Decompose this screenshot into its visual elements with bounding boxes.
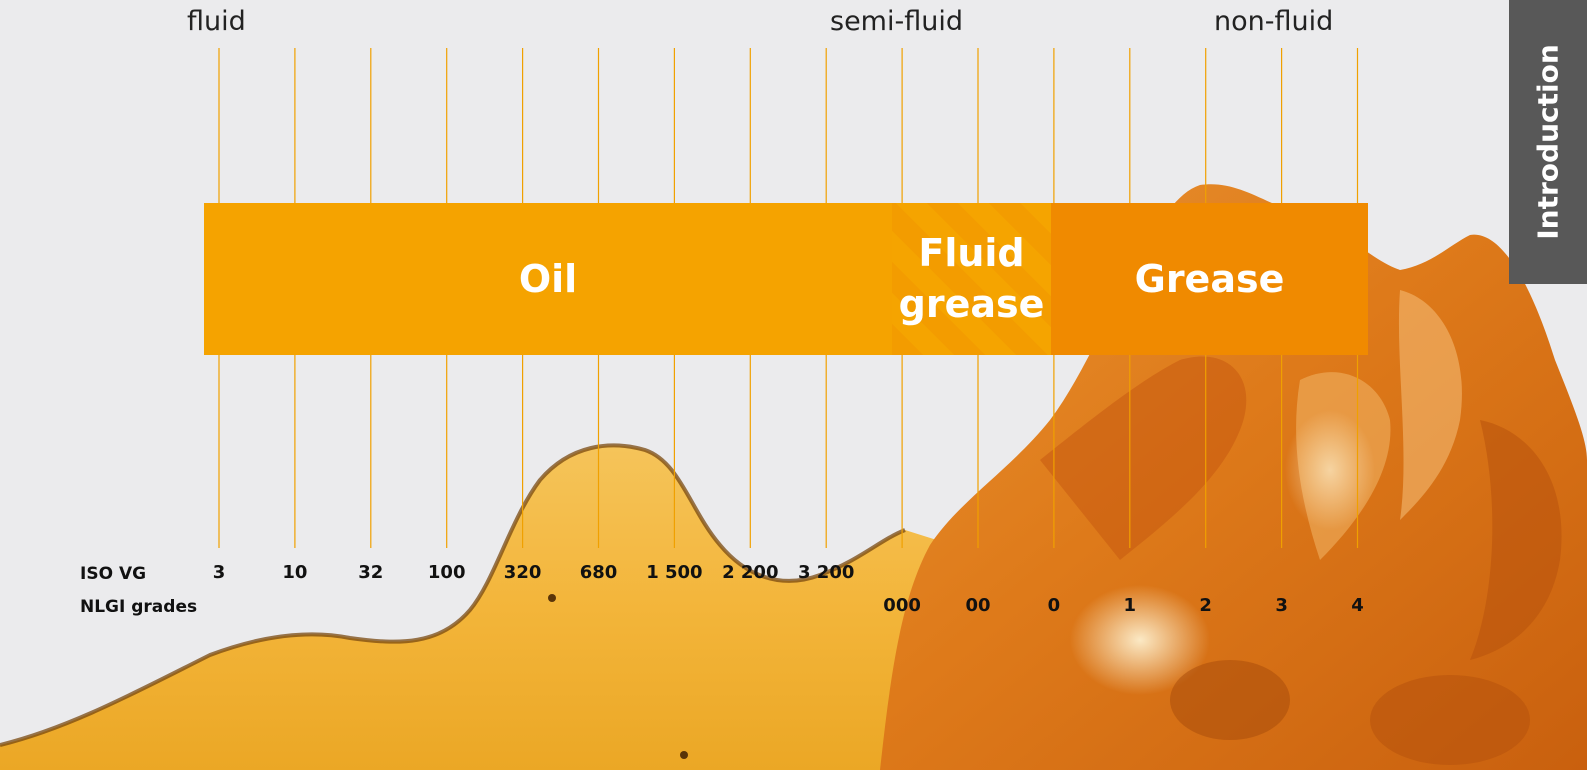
iso-vg-tick: 3 (212, 562, 226, 583)
category-label-oil: Oil (518, 257, 578, 301)
section-tab[interactable]: Introduction (1509, 0, 1587, 284)
category-label-grease: Grease (1134, 257, 1285, 301)
iso-vg-tick: 32 (358, 562, 384, 583)
iso-vg-tick: 2 200 (722, 562, 779, 583)
iso-vg-tick: 320 (503, 562, 542, 583)
nlgi-row-label: NLGI grades (80, 597, 198, 617)
iso-vg-row-label: ISO VG (80, 564, 147, 584)
category-label-fluid-grease-line2: grease (898, 282, 1045, 326)
category-bar-grease: Grease (1051, 203, 1368, 355)
consistency-label-semi-fluid: semi-fluid (830, 6, 963, 37)
section-tab-label: Introduction (1531, 44, 1565, 240)
iso-vg-tick: 10 (282, 562, 308, 583)
category-bar-fluid-grease: Fluid grease (892, 203, 1051, 355)
iso-vg-tick: 100 (427, 562, 466, 583)
iso-vg-tick: 680 (579, 562, 618, 583)
category-label-fluid-grease-line1: Fluid (918, 230, 1025, 275)
nlgi-tick: 0 (1047, 595, 1061, 616)
iso-vg-tick: 3 200 (798, 562, 855, 583)
iso-vg-tick: 1 500 (646, 562, 703, 583)
consistency-label-fluid: fluid (187, 6, 246, 37)
nlgi-tick: 2 (1199, 595, 1212, 616)
nlgi-tick: 4 (1351, 595, 1364, 616)
category-bar-oil: Oil (204, 203, 892, 355)
category-label-fluid-grease: Fluid grease (899, 228, 1045, 331)
nlgi-tick: 3 (1275, 595, 1288, 616)
consistency-label-non-fluid: non-fluid (1214, 6, 1334, 37)
nlgi-tick: 00 (965, 595, 991, 616)
nlgi-tick: 000 (883, 595, 921, 616)
nlgi-tick: 1 (1123, 595, 1137, 616)
